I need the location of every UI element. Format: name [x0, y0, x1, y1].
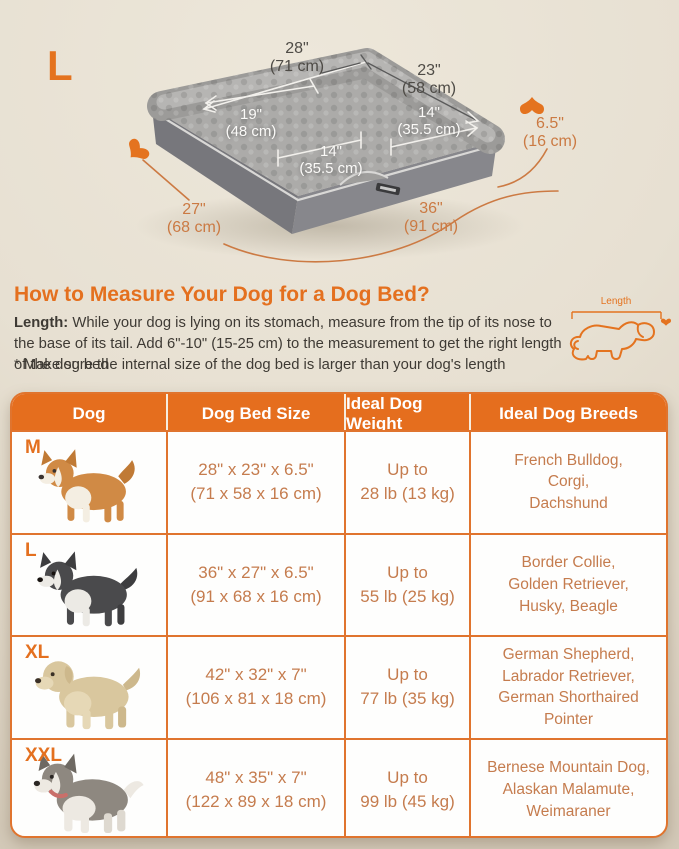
table-row: L 36" x 27" x 6.5" (91 x 68 x 16 cm) Up …: [12, 532, 666, 636]
length-label: Length:: [14, 315, 69, 331]
dim-top-depth: 23" (58 cm): [401, 61, 457, 97]
size-table: Dog Dog Bed Size Ideal Dog Weight Ideal …: [10, 392, 668, 838]
table-header-row: Dog Dog Bed Size Ideal Dog Weight Ideal …: [12, 394, 666, 434]
header-dog: Dog: [72, 404, 106, 423]
dog-weight-value: Up to 99 lb (45 kg): [360, 767, 455, 811]
dog-weight-value: Up to 77 lb (35 kg): [360, 665, 455, 709]
labrador-image: [35, 661, 141, 730]
dog-breeds-value: French Bulldog, Corgi, Dachshund: [514, 451, 623, 513]
dog-cell: L: [12, 532, 166, 636]
hero-section: L 28" (71 cm) 23" (58 cm) 19" (48 cm) 14" (3…: [0, 0, 679, 280]
dimension-lines: [202, 54, 480, 167]
bed-size-value: 42" x 32" x 7" (106 x 81 x 18 cm): [185, 665, 327, 709]
table-row: XL 42" x 32" x 7" (106 x 81 x 18 cm) Up …: [12, 635, 666, 738]
measure-diagram: Length: [569, 296, 672, 361]
dog-bed-illustration: [129, 48, 559, 263]
dim-front-width: 14" (35.5 cm): [299, 143, 363, 177]
dog-breeds-value: Border Collie, Golden Retriever, Husky, …: [508, 554, 629, 615]
bed-shadow: [135, 192, 525, 260]
measure-guide-title: How to Measure Your Dog for a Dog Bed?: [14, 283, 430, 306]
table-row: XXL 48" x 35" x 7" (122 x 89 x 18 cm) Up…: [12, 737, 666, 837]
bed-size-value: 28" x 23" x 6.5" (71 x 58 x 16 cm): [190, 460, 322, 504]
heart-icon: [660, 318, 672, 326]
dim-height: 6.5" (16 cm): [522, 114, 578, 150]
dim-total-width: 36" (91 cm): [403, 199, 459, 235]
dog-weight-value: Up to 28 lb (13 kg): [360, 460, 455, 504]
length-arrow-icon: [571, 311, 662, 319]
dim-side-depth: 27" (68 cm): [166, 200, 222, 236]
header-dog-breeds: Ideal Dog Breeds: [469, 394, 666, 434]
header-dog-weight: Ideal Dog Weight: [344, 394, 469, 434]
hero-size-label: L: [47, 42, 73, 89]
size-label: M: [25, 437, 41, 458]
dog-cell: XXL: [12, 737, 166, 837]
dim-top-width: 28" (71 cm): [269, 39, 325, 75]
dog-cell: M: [12, 430, 166, 533]
dog-cell: XL: [12, 635, 166, 738]
brand-tag: [375, 182, 401, 196]
spade-down-icon: [129, 138, 150, 159]
size-label: L: [25, 539, 37, 561]
size-label: XXL: [25, 744, 62, 766]
dog-breeds-value: Bernese Mountain Dog, Alaskan Malamute, …: [487, 759, 650, 820]
spade-up-icon: [520, 97, 544, 115]
border-collie-image: [37, 551, 138, 627]
dim-inner-width: 19" (48 cm): [225, 106, 277, 140]
alaskan-malamute-image: [33, 753, 144, 833]
corgi-image: [38, 449, 135, 523]
diagram-length-label: Length: [601, 296, 632, 307]
header-bed-size: Dog Bed Size: [166, 394, 344, 434]
measure-guide-text: Length: While your dog is lying on its s…: [14, 315, 562, 373]
dog-breeds-value: German Shepherd, Labrador Retriever, Ger…: [498, 645, 639, 728]
dog-outline-icon: [569, 321, 655, 361]
dog-weight-value: Up to 55 lb (25 kg): [360, 562, 455, 606]
bed-size-value: 48" x 35" x 7" (122 x 89 x 18 cm): [185, 767, 327, 811]
table-row: M 28" x 23" x 6.5" (71 x 58 x 16 cm) Up …: [12, 430, 666, 533]
measure-guide-note: * Make sure the internal size of the dog…: [14, 357, 506, 373]
size-label: XL: [25, 642, 50, 663]
dim-inner-depth: 14" (35.5 cm): [397, 104, 461, 138]
bed-size-value: 36" x 27" x 6.5" (91 x 68 x 16 cm): [190, 562, 322, 606]
orange-guides: [142, 148, 559, 263]
